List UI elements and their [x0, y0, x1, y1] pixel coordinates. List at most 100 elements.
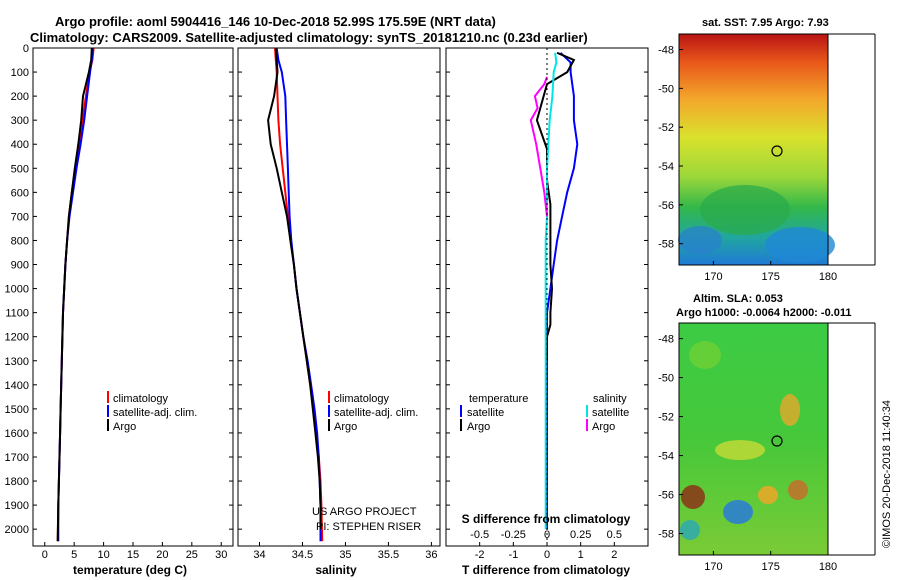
- sla-anomaly: [715, 440, 765, 460]
- depth-tick-label: 2000: [5, 524, 29, 536]
- map-lon-label: 180: [819, 271, 837, 283]
- series-salinity-argo: [529, 76, 548, 217]
- legend-sal-argo-label: Argo: [592, 421, 615, 433]
- x-tick-label: 36: [425, 549, 437, 561]
- map-lat-label: -50: [658, 83, 674, 95]
- depth-tick-label: 400: [11, 139, 29, 151]
- depth-tick-label: 1000: [5, 284, 29, 296]
- legend-temp-satellite-label: satellite: [467, 407, 504, 419]
- salinity-panel-frame: [237, 47, 441, 547]
- legend-sal-satellite-label: satellite: [592, 407, 629, 419]
- sla-map-axes: -48 -50 -52 -54 -56 -58 170 175 180: [658, 334, 837, 573]
- credit-line-2: PI: STEPHEN RISER: [316, 521, 421, 533]
- difference-legend: temperature satellite Argo salinity sate…: [460, 393, 629, 433]
- x-tick-label: 5: [71, 549, 77, 561]
- map-lat-label: -48: [658, 334, 674, 346]
- x-tick-label: -2: [475, 549, 485, 561]
- depth-tick-label: 1500: [5, 404, 29, 416]
- sla-anomaly: [788, 480, 808, 500]
- map-lat-label: -58: [658, 239, 674, 251]
- map-lat-label: -48: [658, 45, 674, 57]
- sst-map-title: sat. SST: 7.95 Argo: 7.93: [702, 17, 829, 29]
- legend-satellite-label: satellite-adj. clim.: [113, 407, 197, 419]
- sla-anomaly: [780, 394, 800, 426]
- map-lat-label: -52: [658, 122, 674, 134]
- depth-tick-label: 600: [11, 187, 29, 199]
- title-line-2: Climatology: CARS2009. Satellite-adjuste…: [30, 30, 588, 45]
- depth-axis: 0 100 200 300 400 500 600 700 800 900 1000 1100 1200…: [5, 43, 29, 536]
- temperature-legend: climatology satellite-adj. clim. Argo: [107, 391, 197, 433]
- credit-line-1: US ARGO PROJECT: [312, 506, 417, 518]
- profile-lines: [56, 47, 579, 542]
- series-argo: [267, 47, 322, 530]
- depth-tick-label: 100: [11, 67, 29, 79]
- sla-anomaly: [723, 500, 753, 524]
- sla-anomaly: [680, 520, 700, 540]
- x-tick-label: 35: [339, 549, 351, 561]
- series-argo: [56, 47, 93, 542]
- sst-map: [678, 33, 876, 266]
- sst-map-axes: -48 -50 -52 -54 -56 -58 170 175 180: [658, 45, 837, 283]
- depth-tick-label: 500: [11, 163, 29, 175]
- series-salinity-satellite: [544, 52, 558, 530]
- depth-tick-label: 200: [11, 91, 29, 103]
- depth-tick-label: 1700: [5, 452, 29, 464]
- sal-diff-xlabel: S difference from climatology: [462, 512, 631, 526]
- title-line-1: Argo profile: aoml 5904416_146 10-Dec-20…: [55, 14, 496, 29]
- x-tick-label-secondary: 0.25: [570, 529, 591, 541]
- sla-anomaly: [758, 486, 778, 504]
- imos-watermark: ©IMOS 20-Dec-2018 11:40:34: [881, 400, 893, 548]
- x-tick-label: 10: [97, 549, 109, 561]
- sla-map: [678, 322, 876, 556]
- axis-ticks: 0 5 10 15 20 25 30 34 34.5 35 35.5 36 -2 -1 0 1 2 -0.5 -0.…: [33, 47, 648, 561]
- x-tick-label: 34.5: [292, 549, 313, 561]
- depth-tick-label: 1900: [5, 500, 29, 512]
- map-lon-label: 170: [704, 271, 722, 283]
- map-lat-label: -56: [658, 490, 674, 502]
- depth-tick-label: 900: [11, 260, 29, 272]
- argo-float-marker: [771, 435, 783, 447]
- x-tick-label: 2: [611, 549, 617, 561]
- x-tick-label: 0: [544, 549, 550, 561]
- legend-temperature-header: temperature: [469, 393, 528, 405]
- salinity-legend: climatology satellite-adj. clim. Argo: [328, 391, 418, 433]
- sst-cold-patch: [678, 226, 722, 254]
- sst-cold-patch: [765, 227, 835, 263]
- legend-temp-argo-label: Argo: [467, 421, 490, 433]
- argo-float-marker: [771, 145, 783, 157]
- sla-map-title-1: Altim. SLA: 0.053: [693, 293, 783, 305]
- x-tick-label: 35.5: [378, 549, 399, 561]
- x-tick-label: 15: [127, 549, 139, 561]
- map-lat-label: -50: [658, 373, 674, 385]
- sla-map-title-2: Argo h1000: -0.0064 h2000: -0.011: [676, 307, 851, 319]
- series-temperature-argo: [535, 51, 576, 361]
- map-lat-label: -54: [658, 451, 674, 463]
- temperature-xlabel: temperature (deg C): [73, 563, 187, 577]
- temp-diff-xlabel: T difference from climatology: [462, 563, 630, 577]
- map-lat-label: -54: [658, 161, 674, 173]
- map-lon-label: 175: [762, 561, 780, 573]
- x-tick-label: 25: [186, 549, 198, 561]
- sla-map-frame: [678, 322, 829, 556]
- depth-tick-label: 1100: [5, 308, 29, 320]
- depth-tick-label: 300: [11, 115, 29, 127]
- map-lon-label: 175: [762, 271, 780, 283]
- sst-map-frame: [678, 33, 829, 266]
- depth-tick-label: 700: [11, 211, 29, 223]
- depth-tick-label: 0: [23, 43, 29, 55]
- x-tick-label: 20: [156, 549, 168, 561]
- x-tick-label: 30: [215, 549, 227, 561]
- legend-argo-label: Argo: [334, 421, 357, 433]
- depth-tick-label: 1400: [5, 380, 29, 392]
- x-tick-label: 1: [578, 549, 584, 561]
- x-tick-label-secondary: 0.5: [607, 529, 622, 541]
- sla-anomaly: [689, 341, 721, 369]
- depth-tick-label: 800: [11, 235, 29, 247]
- x-tick-label: -1: [508, 549, 518, 561]
- depth-tick-label: 1200: [5, 332, 29, 344]
- legend-argo-label: Argo: [113, 421, 136, 433]
- legend-climatology-label: climatology: [334, 393, 390, 405]
- legend-satellite-label: satellite-adj. clim.: [334, 407, 418, 419]
- depth-tick-label: 1600: [5, 428, 29, 440]
